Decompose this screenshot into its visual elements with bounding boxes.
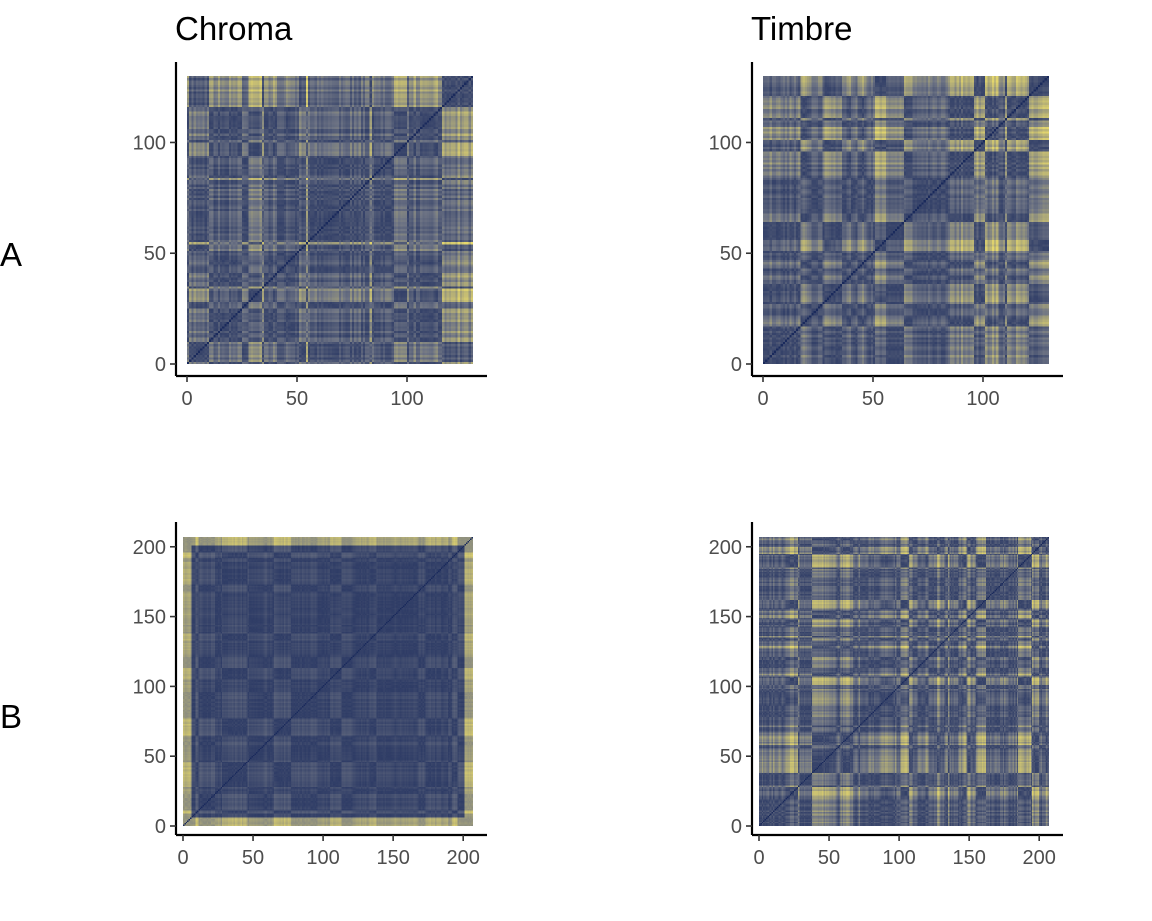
x-tick-label: 50 <box>818 847 840 869</box>
y-tick-label: 200 <box>133 537 166 559</box>
heatmap-cells <box>187 76 473 364</box>
x-tick-label: 100 <box>882 847 915 869</box>
heatmap-cells <box>759 537 1049 826</box>
y-tick-label: 50 <box>144 746 166 768</box>
x-tick-label: 50 <box>286 388 308 410</box>
y-tick-label: 200 <box>709 537 742 559</box>
column-title-chroma: Chroma <box>175 10 293 47</box>
row-label-a: A <box>0 236 22 273</box>
y-tick-label: 0 <box>731 816 742 838</box>
y-tick-label: 50 <box>720 243 742 265</box>
x-tick-label: 100 <box>390 388 423 410</box>
x-tick-label: 0 <box>181 388 192 410</box>
heatmap-panel-b-chroma: 0 50 100 150 200 0 50 100 150 200 <box>133 522 487 869</box>
x-tick-label: 100 <box>966 388 999 410</box>
column-title-timbre: Timbre <box>751 10 852 47</box>
x-tick-label: 50 <box>862 388 884 410</box>
y-tick-label: 100 <box>133 132 166 154</box>
heatmap-panels: 0 50 100 0 50 100 0 50 100 0 50 100 0 50 100 150 200 0 50 1… <box>133 62 1063 869</box>
row-label-b: B <box>0 698 22 735</box>
x-tick-label: 150 <box>376 847 409 869</box>
x-tick-label: 150 <box>952 847 985 869</box>
heatmap-cells <box>763 76 1049 364</box>
x-tick-label: 0 <box>177 847 188 869</box>
heatmap-panel-a-timbre: 0 50 100 0 50 100 <box>709 62 1063 410</box>
y-tick-label: 100 <box>133 676 166 698</box>
y-tick-label: 0 <box>731 354 742 376</box>
x-tick-label: 50 <box>242 847 264 869</box>
x-tick-label: 200 <box>1023 847 1056 869</box>
x-tick-label: 200 <box>447 847 480 869</box>
y-tick-label: 50 <box>720 746 742 768</box>
y-tick-label: 150 <box>709 607 742 629</box>
y-tick-label: 150 <box>133 607 166 629</box>
heatmap-panel-b-timbre: 0 50 100 150 200 0 50 100 150 200 <box>709 522 1063 869</box>
y-tick-label: 100 <box>709 132 742 154</box>
y-tick-label: 0 <box>155 354 166 376</box>
y-tick-label: 100 <box>709 676 742 698</box>
y-tick-label: 0 <box>155 816 166 838</box>
y-tick-label: 50 <box>144 243 166 265</box>
x-tick-label: 100 <box>306 847 339 869</box>
heatmap-panel-a-chroma: 0 50 100 0 50 100 <box>133 62 487 410</box>
heatmap-cells <box>183 537 473 826</box>
x-tick-label: 0 <box>753 847 764 869</box>
x-tick-label: 0 <box>757 388 768 410</box>
